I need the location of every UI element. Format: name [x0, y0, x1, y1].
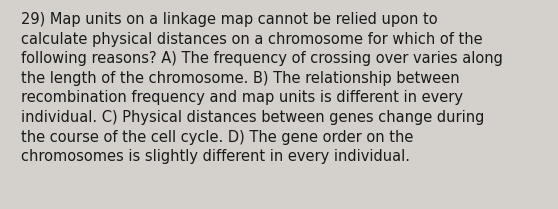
Text: 29) Map units on a linkage map cannot be relied upon to
calculate physical dista: 29) Map units on a linkage map cannot be…	[21, 12, 503, 164]
